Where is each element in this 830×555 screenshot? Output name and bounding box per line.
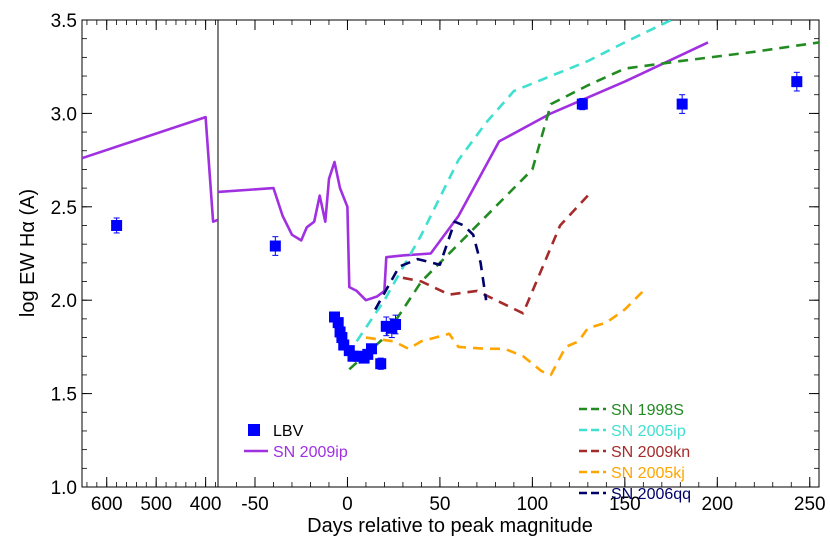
lbv-data-point [338, 339, 350, 351]
y-tick-label: 2.0 [51, 291, 77, 312]
legend-marker-lbv [248, 424, 260, 436]
x-tick-label: 250 [794, 494, 826, 515]
y-tick-label: 3.5 [51, 11, 77, 32]
lbv-data-point [362, 348, 374, 360]
lbv-data-point [353, 350, 365, 362]
lbv-data-point [576, 98, 588, 110]
legend-label-sn-2005kj: SN 2005kj [611, 465, 685, 482]
lbv-data-point [390, 318, 402, 330]
legend: LBV SN 2009ip SN 1998S SN 2005ip SN 2009kn SN… [244, 402, 691, 503]
x-axis-label: Days relative to peak magnitude [307, 515, 593, 537]
x-tick-label: 200 [701, 494, 733, 515]
series-line-sn-2006qq [374, 220, 488, 311]
legend-label-lbv: LBV [273, 423, 304, 440]
legend-label-sn-2009ip: SN 2009ip [273, 444, 348, 461]
x-tick-label: 150 [609, 494, 641, 515]
series-line-sn-2005kj [365, 289, 645, 377]
legend-label-sn-2006qq: SN 2006qq [611, 486, 691, 503]
lbv-data-point [375, 358, 387, 370]
series-line-sn-2009ip [82, 115, 218, 223]
y-tick-label: 3.0 [51, 104, 77, 125]
y-axis-label: log EW Hα (A) [17, 189, 39, 317]
x-tick-label: 0 [342, 494, 353, 515]
x-tick-label: 100 [517, 494, 549, 515]
series-line-sn-1998s [348, 41, 819, 371]
lbv-data-point [343, 345, 355, 357]
x-tick-label: 600 [91, 494, 123, 515]
series-line-sn-2009kn [402, 194, 589, 315]
lbv-data-point [347, 350, 359, 362]
lbv-data-point [329, 311, 341, 323]
series-line-sn-2005ip [355, 20, 672, 343]
left-panel-data [82, 115, 218, 234]
y-tick-label: 1.5 [51, 385, 77, 406]
x-tick-label: 50 [429, 494, 450, 515]
legend-label-sn-1998s: SN 1998S [611, 402, 684, 419]
lbv-data-point [111, 219, 123, 231]
lbv-data-point [334, 326, 346, 338]
lbv-data-point [365, 343, 377, 355]
lbv-data-point [332, 317, 344, 329]
series-line-sn-2009ip [218, 41, 709, 302]
x-tick-label: 500 [140, 494, 172, 515]
y-tick-label: 1.0 [51, 478, 77, 499]
left-panel-frame [81, 19, 219, 488]
axes: 1.0 1.5 2.0 2.5 3.0 3.5 600 500 400 -50 0 50 100 150 2… [51, 11, 826, 515]
right-panel-data [218, 20, 819, 377]
lbv-data-point [336, 332, 348, 344]
legend-label-sn-2009kn: SN 2009kn [611, 444, 690, 461]
right-panel-frame [217, 19, 820, 488]
legend-label-sn-2005ip: SN 2005ip [611, 423, 686, 440]
x-tick-label: -50 [241, 494, 268, 515]
lbv-data-point [791, 76, 803, 88]
lbv-data-point [380, 320, 392, 332]
lbv-data-point [269, 240, 281, 252]
x-tick-label: 400 [190, 494, 222, 515]
lbv-data-point [676, 98, 688, 110]
y-tick-label: 2.5 [51, 198, 77, 219]
